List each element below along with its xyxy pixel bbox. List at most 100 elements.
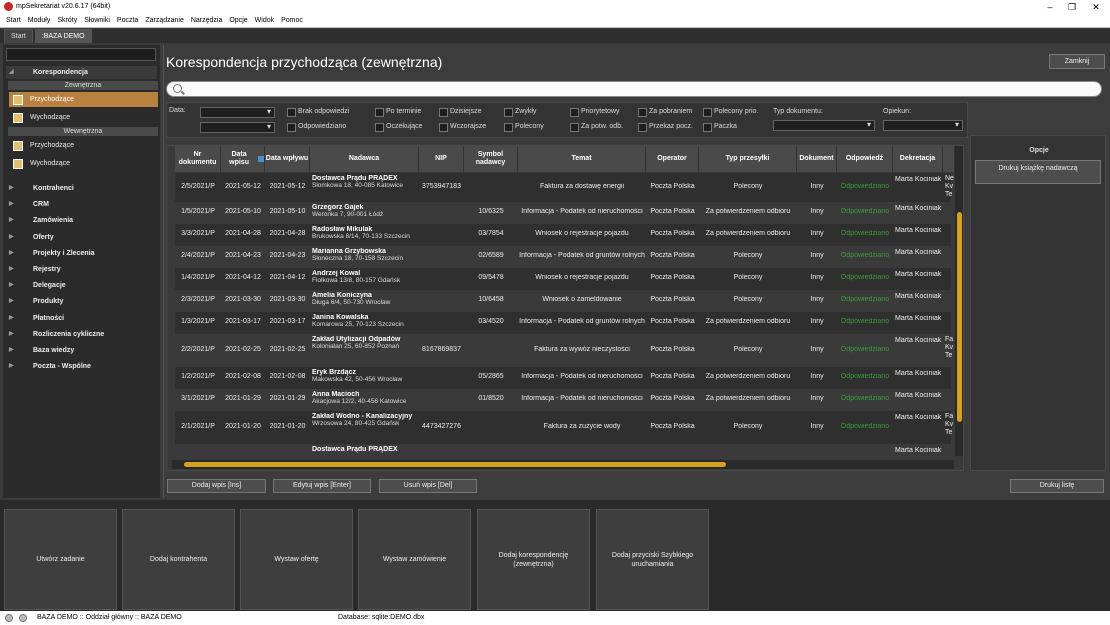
sidebar-cat-oferty[interactable]: ▶ Oferty bbox=[6, 231, 157, 244]
cell-op: Poczta Polska bbox=[650, 346, 695, 353]
horizontal-scrollbar[interactable] bbox=[172, 460, 954, 469]
minimize-icon[interactable]: – bbox=[1047, 2, 1053, 12]
menu-opcje[interactable]: Opcje bbox=[229, 17, 248, 24]
col-header-odpowiedz[interactable]: Odpowiedź bbox=[837, 146, 893, 172]
menu-widok[interactable]: Widok bbox=[254, 17, 275, 24]
col-header-nadawca[interactable]: Nadawca bbox=[310, 146, 419, 172]
sidebar-cat-zamowienia[interactable]: ▶ Zamówienia bbox=[6, 214, 157, 227]
oczekujace-checkbox[interactable]: Oczekujące bbox=[375, 122, 423, 132]
tab-baza-demo[interactable]: :BAZA DEMO bbox=[34, 29, 92, 43]
sidebar-cat-rozliczenia[interactable]: ▶ Rozliczenia cykliczne bbox=[6, 328, 157, 341]
cell-odp: Odpowiedziano bbox=[840, 423, 890, 430]
sidebar-cat-delegacje[interactable]: ▶ Delegacje bbox=[6, 279, 157, 292]
add-contractor-tile[interactable]: Dodaj kontrahenta bbox=[122, 509, 235, 610]
sidebar-cat-platnosci[interactable]: ▶ Płatności bbox=[6, 312, 157, 325]
menu-poczta[interactable]: Poczta bbox=[116, 17, 139, 24]
priorytetowy-checkbox[interactable]: Priorytetowy bbox=[570, 107, 620, 117]
date-from-select[interactable] bbox=[200, 107, 275, 118]
col-header-nr[interactable]: Nr dokumentu bbox=[175, 146, 221, 172]
col-header-dokument[interactable]: Dokument bbox=[797, 146, 837, 172]
brak-odpowiedzi-checkbox[interactable]: Brak odpowiedzi bbox=[287, 107, 349, 117]
maximize-icon[interactable]: ❐ bbox=[1067, 2, 1077, 12]
dzisiejsze-checkbox[interactable]: Dzisiejsze bbox=[439, 107, 482, 117]
sidebar-item-przychodzace-wew[interactable]: Przychodzące bbox=[9, 138, 158, 153]
table-row[interactable] bbox=[175, 367, 951, 389]
table-row[interactable] bbox=[175, 290, 951, 312]
table-row[interactable] bbox=[175, 224, 951, 246]
sidebar-group-wewnetrzna[interactable]: Wewnętrzna bbox=[8, 127, 158, 136]
sidebar-cat-kontrahenci[interactable]: ▶ Kontrahenci bbox=[6, 182, 157, 195]
menu-pomoc[interactable]: Pomoc bbox=[281, 17, 303, 24]
menu-skroty[interactable]: Skróty bbox=[57, 17, 78, 24]
sidebar-cat-projekty[interactable]: ▶ Projekty i Zlecenia bbox=[6, 247, 157, 260]
col-header-extra[interactable] bbox=[943, 146, 955, 172]
sender-address: Słoneczna 18, 70-158 Szczecin bbox=[312, 255, 404, 262]
edit-entry-button[interactable]: Edytuj wpis [Enter] bbox=[273, 479, 371, 493]
table-row[interactable] bbox=[175, 246, 951, 268]
sidebar-cat-korespondencja[interactable]: ◢ Korespondencja bbox=[6, 66, 157, 79]
wczorajsze-checkbox[interactable]: Wczorajsze bbox=[439, 122, 486, 132]
add-entry-button[interactable]: Dodaj wpis [Ins] bbox=[167, 479, 266, 493]
create-offer-tile[interactable]: Wystaw ofertę bbox=[240, 509, 353, 610]
close-window-icon[interactable]: ✕ bbox=[1092, 2, 1100, 12]
przekaz-pocz-checkbox[interactable]: Przekaz pocz. bbox=[638, 122, 693, 132]
create-task-tile[interactable]: Utwórz zadanie bbox=[4, 509, 117, 610]
menu-narzedzia[interactable]: Narzędzia bbox=[190, 17, 223, 24]
sidebar-splitter[interactable] bbox=[163, 45, 164, 498]
col-header-data-wpisu[interactable]: Data wpisu bbox=[221, 146, 265, 172]
col-header-dekretacja[interactable]: Dekretacja bbox=[893, 146, 943, 172]
table-row[interactable] bbox=[175, 389, 951, 411]
menu-slowniki[interactable]: Słowniki bbox=[84, 17, 110, 24]
sidebar-cat-rejestry[interactable]: ▶ Rejestry bbox=[6, 263, 157, 276]
zwykly-checkbox[interactable]: Zwykły bbox=[504, 107, 536, 117]
menu-zarzadzanie[interactable]: Zarządzanie bbox=[145, 17, 184, 24]
delete-entry-button[interactable]: Usuń wpis [Del] bbox=[379, 479, 477, 493]
menu-start[interactable]: Start bbox=[6, 17, 21, 24]
col-header-temat[interactable]: Temat bbox=[518, 146, 646, 172]
paczka-checkbox[interactable]: Paczka bbox=[703, 122, 737, 132]
table-row[interactable] bbox=[175, 202, 951, 224]
scroll-thumb[interactable] bbox=[957, 212, 962, 422]
cell-nr: 2/3/2021/P bbox=[181, 296, 215, 303]
sidebar-cat-produkty[interactable]: ▶ Produkty bbox=[6, 295, 157, 308]
print-list-button[interactable]: Drukuj listę bbox=[1010, 479, 1104, 493]
table-row[interactable] bbox=[175, 173, 951, 202]
za-potw-odb-checkbox[interactable]: Za potw. odb. bbox=[570, 122, 623, 132]
sidebar-cat-baza-wiedzy[interactable]: ▶ Baza wiedzy bbox=[6, 344, 157, 357]
table-row[interactable] bbox=[175, 411, 951, 444]
cell-odp: Odpowiedziano bbox=[840, 274, 890, 281]
create-order-tile[interactable]: Wystaw zamówienie bbox=[358, 509, 471, 610]
date-to-select[interactable] bbox=[200, 122, 275, 133]
po-terminie-checkbox[interactable]: Po terminie bbox=[375, 107, 421, 117]
polecony-prio-checkbox[interactable]: Polecony prio. bbox=[703, 107, 758, 117]
tab-start[interactable]: Start bbox=[4, 29, 33, 43]
polecony-checkbox[interactable]: Polecony bbox=[504, 122, 544, 132]
sidebar-item-wychodzace[interactable]: Wychodzące bbox=[9, 110, 158, 125]
close-button[interactable]: Zamknij bbox=[1049, 54, 1105, 69]
print-book-button[interactable]: Drukuj książkę nadawczą bbox=[975, 160, 1101, 184]
col-header-operator[interactable]: Operator bbox=[646, 146, 699, 172]
vertical-scrollbar[interactable] bbox=[955, 146, 963, 456]
odpowiedziano-checkbox[interactable]: Odpowiedziano bbox=[287, 122, 346, 132]
col-header-data-wplywu[interactable]: Data wpływu bbox=[265, 146, 310, 172]
search-input[interactable] bbox=[166, 81, 1102, 97]
menu-moduly[interactable]: Moduły bbox=[27, 17, 51, 24]
table-row[interactable] bbox=[175, 334, 951, 367]
sidebar-cat-crm[interactable]: ▶ CRM bbox=[6, 198, 157, 211]
add-correspondence-tile[interactable]: Dodaj korespondencję (zewnętrzna) bbox=[477, 509, 590, 610]
table-row[interactable] bbox=[175, 268, 951, 290]
sidebar-cat-poczta-wspolne[interactable]: ▶ Poczta - Wspólne bbox=[6, 360, 157, 373]
col-header-nip[interactable]: NIP bbox=[419, 146, 464, 172]
sidebar-item-przychodzace[interactable]: Przychodzące bbox=[9, 92, 158, 107]
col-header-symbol[interactable]: Symbol nadawcy bbox=[464, 146, 518, 172]
typ-dokumentu-select[interactable] bbox=[773, 120, 875, 131]
sidebar-search-input[interactable] bbox=[6, 48, 156, 61]
add-quick-buttons-tile[interactable]: Dodaj przyciski Szybkiego uruchamiania bbox=[596, 509, 709, 610]
opiekun-select[interactable] bbox=[883, 120, 963, 131]
za-pobraniem-checkbox[interactable]: Za pobraniem bbox=[638, 107, 692, 117]
scroll-thumb[interactable] bbox=[184, 462, 726, 467]
col-header-typ[interactable]: Typ przesyłki bbox=[699, 146, 797, 172]
table-row[interactable] bbox=[175, 312, 951, 334]
sidebar-item-wychodzace-wew[interactable]: Wychodzące bbox=[9, 156, 158, 171]
sidebar-group-zewnetrzna[interactable]: Zewnętrzna bbox=[8, 81, 158, 90]
